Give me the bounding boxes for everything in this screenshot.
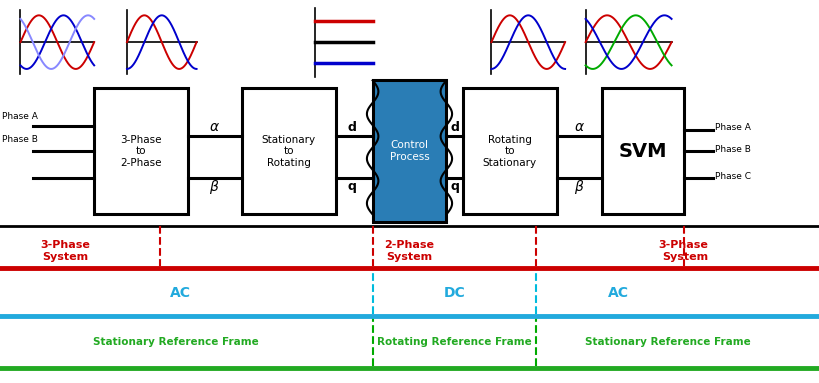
Bar — [242, 88, 336, 214]
Bar — [373, 80, 446, 222]
Text: Rotating Reference Frame: Rotating Reference Frame — [378, 337, 532, 347]
Text: Stationary Reference Frame: Stationary Reference Frame — [93, 337, 259, 347]
Text: $\beta$: $\beta$ — [210, 178, 219, 196]
Text: Phase A: Phase A — [715, 123, 751, 132]
Text: Phase B: Phase B — [715, 145, 751, 154]
Text: d: d — [450, 121, 459, 134]
Bar — [463, 88, 557, 214]
Text: Phase A: Phase A — [2, 112, 38, 121]
Text: Control
Process: Control Process — [390, 141, 429, 162]
Text: SVM: SVM — [618, 142, 667, 161]
Text: 3-Phase
to
2-Phase: 3-Phase to 2-Phase — [120, 135, 162, 168]
Text: AC: AC — [608, 286, 629, 300]
Text: Stationary Reference Frame: Stationary Reference Frame — [585, 337, 750, 347]
Text: 3-Phase
System: 3-Phase System — [41, 240, 90, 262]
Text: $\alpha$: $\alpha$ — [573, 120, 585, 134]
Text: AC: AC — [170, 286, 191, 300]
Text: q: q — [450, 180, 459, 193]
Text: Rotating
to
Stationary: Rotating to Stationary — [482, 135, 537, 168]
Text: $\beta$: $\beta$ — [574, 178, 584, 196]
Text: d: d — [348, 121, 356, 134]
Text: Phase C: Phase C — [715, 172, 751, 181]
Text: 3-Phase
System: 3-Phase System — [658, 240, 708, 262]
Text: q: q — [348, 180, 356, 193]
Bar — [94, 88, 188, 214]
Text: 2-Phase
System: 2-Phase System — [384, 240, 435, 262]
Text: $\alpha$: $\alpha$ — [209, 120, 220, 134]
Bar — [602, 88, 684, 214]
Text: DC: DC — [444, 286, 465, 300]
Text: Stationary
to
Rotating: Stationary to Rotating — [261, 135, 316, 168]
Text: Phase B: Phase B — [2, 135, 38, 144]
